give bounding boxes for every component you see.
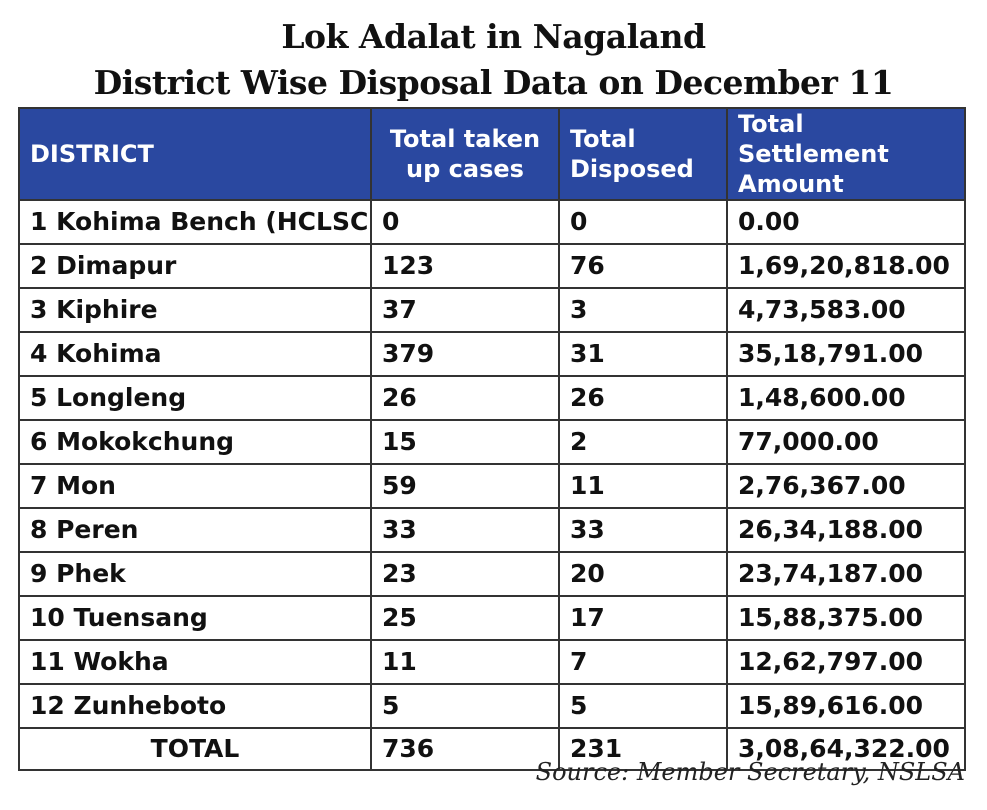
header-disposed: Total Disposed — [558, 107, 728, 201]
cell-district: 8 Peren — [18, 507, 372, 553]
cell-disposed: 7 — [558, 639, 728, 685]
cell-taken: 25 — [370, 595, 560, 641]
cell-amount: 23,74,187.00 — [726, 551, 966, 597]
cell-amount: 1,69,20,818.00 — [726, 243, 966, 289]
cell-amount: 26,34,188.00 — [726, 507, 966, 553]
header-disposed-line-2: Disposed — [570, 155, 694, 183]
total-disposed: 231 — [558, 727, 728, 771]
disposal-table: DISTRICT Total taken up cases Total Disp… — [18, 107, 966, 771]
total-label: TOTAL — [18, 727, 372, 771]
source-credit: Source: Member Secretary, NSLSA — [535, 758, 965, 786]
cell-disposed: 76 — [558, 243, 728, 289]
table-row: 8 Peren 33 33 26,34,188.00 — [18, 507, 966, 553]
cell-amount: 15,88,375.00 — [726, 595, 966, 641]
cell-amount: 4,73,583.00 — [726, 287, 966, 333]
header-district-label: DISTRICT — [30, 140, 154, 168]
cell-taken: 15 — [370, 419, 560, 465]
table-row: 3 Kiphire 37 3 4,73,583.00 — [18, 287, 966, 333]
cell-taken: 5 — [370, 683, 560, 729]
table-row: 5 Longleng 26 26 1,48,600.00 — [18, 375, 966, 421]
cell-amount: 1,48,600.00 — [726, 375, 966, 421]
total-taken: 736 — [370, 727, 560, 771]
title-line-2: District Wise Disposal Data on December … — [93, 63, 894, 102]
cell-disposed: 2 — [558, 419, 728, 465]
cell-disposed: 31 — [558, 331, 728, 377]
cell-amount: 35,18,791.00 — [726, 331, 966, 377]
total-row: TOTAL 736 231 3,08,64,322.00 — [18, 727, 966, 771]
cell-disposed: 26 — [558, 375, 728, 421]
cell-taken: 37 — [370, 287, 560, 333]
table-row: 7 Mon 59 11 2,76,367.00 — [18, 463, 966, 509]
total-amount: 3,08,64,322.00 — [726, 727, 966, 771]
header-amount-line-1: Total Settlement — [738, 110, 889, 168]
table-row: 4 Kohima 379 31 35,18,791.00 — [18, 331, 966, 377]
cell-disposed: 11 — [558, 463, 728, 509]
cell-taken: 11 — [370, 639, 560, 685]
cell-district: 10 Tuensang — [18, 595, 372, 641]
table-row: 2 Dimapur 123 76 1,69,20,818.00 — [18, 243, 966, 289]
page-title: Lok Adalat in Nagaland District Wise Dis… — [0, 14, 987, 106]
cell-disposed: 5 — [558, 683, 728, 729]
cell-disposed: 0 — [558, 199, 728, 245]
cell-amount: 12,62,797.00 — [726, 639, 966, 685]
cell-district: 6 Mokokchung — [18, 419, 372, 465]
header-amount-line-2: Amount — [738, 170, 844, 198]
cell-district: 2 Dimapur — [18, 243, 372, 289]
header-taken-line-1: Total taken — [389, 125, 541, 153]
table-row: 11 Wokha 11 7 12,62,797.00 — [18, 639, 966, 685]
cell-taken: 0 — [370, 199, 560, 245]
header-amount: Total Settlement Amount — [726, 107, 966, 201]
cell-taken: 379 — [370, 331, 560, 377]
cell-district: 4 Kohima — [18, 331, 372, 377]
title-line-1: Lok Adalat in Nagaland — [281, 17, 706, 56]
cell-amount: 2,76,367.00 — [726, 463, 966, 509]
cell-disposed: 17 — [558, 595, 728, 641]
table-row: 6 Mokokchung 15 2 77,000.00 — [18, 419, 966, 465]
cell-district: 5 Longleng — [18, 375, 372, 421]
cell-disposed: 33 — [558, 507, 728, 553]
cell-district: 11 Wokha — [18, 639, 372, 685]
cell-district: 12 Zunheboto — [18, 683, 372, 729]
cell-amount: 15,89,616.00 — [726, 683, 966, 729]
cell-amount: 77,000.00 — [726, 419, 966, 465]
cell-disposed: 3 — [558, 287, 728, 333]
header-taken: Total taken up cases — [370, 107, 560, 201]
table-header-row: DISTRICT Total taken up cases Total Disp… — [18, 107, 966, 201]
cell-district: 1 Kohima Bench (HCLSC) — [18, 199, 372, 245]
cell-taken: 26 — [370, 375, 560, 421]
cell-disposed: 20 — [558, 551, 728, 597]
table-row: 10 Tuensang 25 17 15,88,375.00 — [18, 595, 966, 641]
header-taken-line-2: up cases — [406, 155, 524, 183]
cell-taken: 23 — [370, 551, 560, 597]
table-row: 1 Kohima Bench (HCLSC) 0 0 0.00 — [18, 199, 966, 245]
header-district: DISTRICT — [18, 107, 372, 201]
cell-taken: 123 — [370, 243, 560, 289]
cell-district: 9 Phek — [18, 551, 372, 597]
cell-amount: 0.00 — [726, 199, 966, 245]
cell-taken: 33 — [370, 507, 560, 553]
header-disposed-line-1: Total — [570, 125, 636, 153]
table-row: 12 Zunheboto 5 5 15,89,616.00 — [18, 683, 966, 729]
table-row: 9 Phek 23 20 23,74,187.00 — [18, 551, 966, 597]
cell-taken: 59 — [370, 463, 560, 509]
cell-district: 3 Kiphire — [18, 287, 372, 333]
cell-district: 7 Mon — [18, 463, 372, 509]
